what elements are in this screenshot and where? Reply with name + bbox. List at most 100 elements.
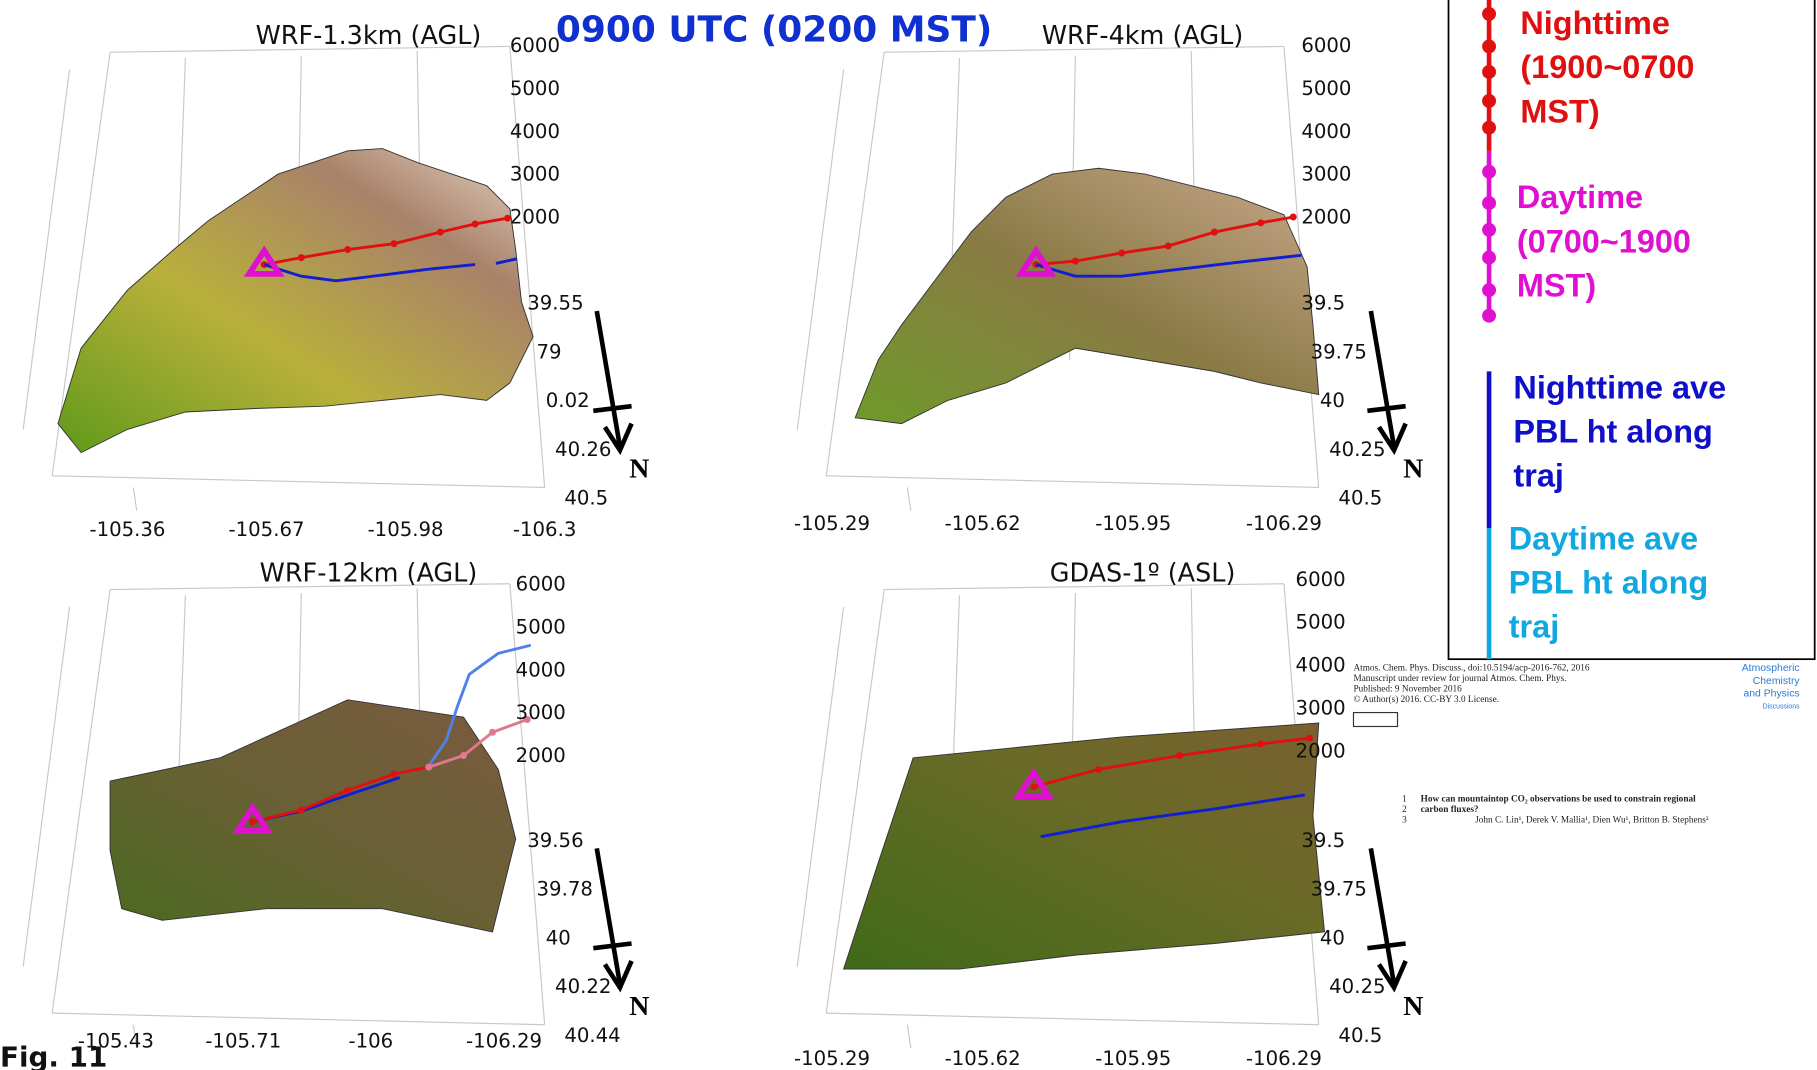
north-label: N xyxy=(629,991,649,1022)
north-arrow-bar xyxy=(593,406,631,411)
z-tick-label: 5000 xyxy=(1296,611,1346,634)
z-tick-label: 5000 xyxy=(516,615,566,638)
z-tick-label: 3000 xyxy=(1296,697,1346,720)
north-arrow xyxy=(597,311,620,447)
trajectory-point xyxy=(425,764,432,771)
line-number: 2 xyxy=(1402,805,1407,815)
journal-logo: Chemistry xyxy=(1753,676,1801,687)
z-tick-label: 2000 xyxy=(516,744,566,767)
z-tick-label: 4000 xyxy=(1296,654,1346,677)
trajectory-point xyxy=(298,807,305,814)
z-tick-label: 3000 xyxy=(1301,163,1351,186)
panel-title: WRF-12km (AGL) xyxy=(260,558,478,588)
legend-box xyxy=(1449,0,1815,659)
lat-tick-label: 0.02 xyxy=(546,389,590,412)
trajectory-point xyxy=(1290,214,1297,221)
north-arrow xyxy=(1371,848,1394,984)
legend-point xyxy=(1482,196,1496,210)
lon-tick-label: -105.62 xyxy=(945,1047,1021,1070)
lat-tick-label: 40.25 xyxy=(1329,438,1385,461)
paper-line: How can mountaintop CO₂ observations be … xyxy=(1421,795,1696,805)
journal-logo: and Physics xyxy=(1743,689,1799,700)
z-tick-label: 3000 xyxy=(516,701,566,724)
lon-tick-label: -105.62 xyxy=(945,512,1021,535)
lat-tick-label: 40.5 xyxy=(1338,1024,1382,1047)
lon-tick-label: -105.43 xyxy=(78,1030,154,1053)
legend-label: (0700~1900 xyxy=(1517,223,1691,259)
paper-line: John C. Lin¹, Derek V. Mallia¹, Dien Wu¹… xyxy=(1475,816,1709,826)
wireframe xyxy=(907,1025,910,1048)
trajectory-point xyxy=(1257,219,1264,226)
north-label: N xyxy=(1403,991,1423,1022)
trajectory-point xyxy=(472,220,479,227)
figure-title: 0900 UTC (0200 MST) xyxy=(556,9,992,50)
license-badge xyxy=(1353,713,1397,727)
legend-label: Nighttime ave xyxy=(1513,369,1726,405)
trajectory-point xyxy=(1211,229,1218,236)
z-tick-label: 6000 xyxy=(1301,34,1351,57)
panel-title: WRF-1.3km (AGL) xyxy=(256,21,482,51)
trajectory-point xyxy=(1165,243,1172,250)
legend-label: Daytime xyxy=(1517,179,1643,215)
line-number: 1 xyxy=(1402,795,1407,805)
wireframe xyxy=(23,70,69,430)
z-tick-label: 4000 xyxy=(516,658,566,681)
legend-point xyxy=(1482,94,1496,108)
z-tick-label: 5000 xyxy=(1301,77,1351,100)
journal-line: Manuscript under review for journal Atmo… xyxy=(1353,674,1566,684)
trajectory-point xyxy=(391,771,398,778)
lon-tick-label: -106.3 xyxy=(513,518,576,541)
wireframe xyxy=(797,607,843,967)
lat-tick-label: 39.78 xyxy=(537,878,593,901)
wireframe xyxy=(826,476,1318,488)
z-tick-label: 4000 xyxy=(1301,120,1351,143)
legend-point xyxy=(1482,309,1496,323)
journal-line: © Author(s) 2016. CC-BY 3.0 License. xyxy=(1353,695,1499,705)
legend-point xyxy=(1482,7,1496,21)
lat-tick-label: 40 xyxy=(1320,926,1345,949)
trajectory-point xyxy=(437,229,444,236)
paper-line: carbon fluxes? xyxy=(1421,805,1479,815)
north-arrow-bar xyxy=(1367,406,1405,411)
lon-tick-label: -106.29 xyxy=(1246,512,1322,535)
z-tick-label: 6000 xyxy=(516,572,566,595)
wireframe xyxy=(133,487,136,510)
line-number: 3 xyxy=(1402,816,1407,826)
north-arrow-bar xyxy=(593,944,631,949)
lat-tick-label: 39.55 xyxy=(527,292,583,315)
z-tick-label: 5000 xyxy=(510,77,560,100)
figure: 0900 UTC (0200 MST) Fig. 11 WRF-1.3km (A… xyxy=(0,0,1817,1070)
trajectory-point xyxy=(1072,258,1079,265)
legend-label: traj xyxy=(1509,609,1559,645)
trajectory-point xyxy=(249,818,256,825)
lon-tick-label: -105.67 xyxy=(229,518,305,541)
legend-label: MST) xyxy=(1520,93,1599,129)
wireframe xyxy=(907,487,910,510)
legend-label: (1900~0700 xyxy=(1520,49,1694,85)
legend-point xyxy=(1482,39,1496,53)
z-tick-label: 6000 xyxy=(1296,568,1346,591)
trajectory-point xyxy=(1257,740,1264,747)
lat-tick-label: 40 xyxy=(1320,389,1345,412)
legend-point xyxy=(1482,65,1496,79)
terrain-surface xyxy=(844,723,1325,969)
legend-point xyxy=(1482,251,1496,265)
trajectory-point xyxy=(460,752,467,759)
lat-tick-label: 40.5 xyxy=(1338,487,1382,510)
legend-point xyxy=(1482,223,1496,237)
north-label: N xyxy=(629,454,649,485)
lon-tick-label: -105.98 xyxy=(368,518,444,541)
lat-tick-label: 40.5 xyxy=(564,487,608,510)
lon-tick-label: -105.95 xyxy=(1095,512,1171,535)
legend-label: PBL ht along xyxy=(1509,564,1708,600)
z-tick-label: 4000 xyxy=(510,120,560,143)
lat-tick-label: 40.26 xyxy=(555,438,611,461)
north-arrow-bar xyxy=(1367,944,1405,949)
legend-label: PBL ht along xyxy=(1513,414,1712,450)
lat-tick-label: 40.22 xyxy=(555,975,611,998)
lat-tick-label: 39.75 xyxy=(1311,340,1367,363)
lat-tick-label: 39.5 xyxy=(1301,829,1345,852)
trajectory-point xyxy=(489,729,496,736)
panel-title: GDAS-1º (ASL) xyxy=(1050,558,1236,588)
terrain-surface xyxy=(58,149,533,453)
